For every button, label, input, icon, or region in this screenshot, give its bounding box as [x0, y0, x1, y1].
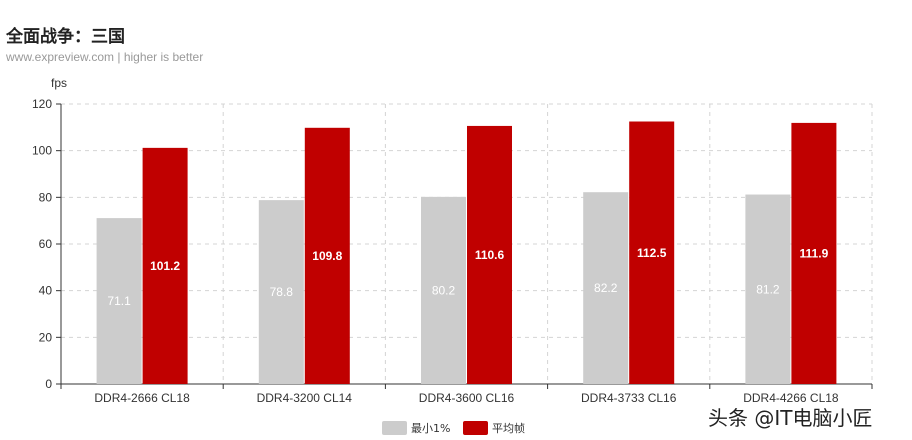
- data-label-min-1pct: 81.2: [756, 282, 780, 296]
- y-tick-label: 40: [39, 284, 53, 298]
- bar-avg-fps: [629, 121, 675, 384]
- y-tick-label: 20: [39, 330, 53, 344]
- x-tick-label: DDR4-3733 CL16: [581, 391, 677, 405]
- y-tick-label: 120: [32, 97, 52, 111]
- bar-min-1pct: [258, 200, 304, 384]
- chart-subtitle: www.expreview.com | higher is better: [6, 50, 204, 64]
- bar-min-1pct: [745, 194, 791, 384]
- y-tick-label: 100: [32, 144, 52, 158]
- y-axis-label: fps: [51, 76, 67, 90]
- data-label-avg-fps: 101.2: [150, 259, 180, 273]
- data-label-avg-fps: 110.6: [475, 248, 505, 262]
- data-label-min-1pct: 80.2: [432, 283, 456, 297]
- legend-swatch-min-1pct: [382, 421, 407, 435]
- legend-label-avg-fps: 平均帧: [492, 421, 525, 435]
- y-tick-label: 0: [45, 377, 52, 391]
- y-tick-label: 80: [39, 190, 53, 204]
- x-tick-label: DDR4-4266 CL18: [743, 391, 839, 405]
- data-label-min-1pct: 71.1: [107, 294, 131, 308]
- x-tick-label: DDR4-3600 CL16: [419, 391, 515, 405]
- data-label-min-1pct: 82.2: [594, 281, 618, 295]
- legend-swatch-avg-fps: [463, 421, 488, 435]
- bar-avg-fps: [467, 125, 512, 384]
- bar-min-1pct: [96, 218, 142, 384]
- x-tick-label: DDR4-2666 CL18: [94, 391, 190, 405]
- legend-label-min-1pct: 最小1%: [411, 422, 450, 435]
- x-tick-label: DDR4-3200 CL14: [257, 391, 353, 405]
- chart-title: 全面战争：三国: [6, 27, 125, 47]
- bar-min-1pct: [583, 192, 629, 384]
- bar-avg-fps: [304, 127, 350, 385]
- data-label-avg-fps: 111.9: [800, 246, 829, 260]
- data-label-avg-fps: 112.5: [637, 246, 667, 260]
- y-tick-label: 60: [39, 237, 53, 251]
- bar-avg-fps: [142, 147, 188, 384]
- bar-avg-fps: [791, 122, 837, 385]
- watermark: 头条 @IT电脑小匠: [708, 406, 873, 430]
- data-label-min-1pct: 78.8: [270, 285, 294, 299]
- data-label-avg-fps: 109.8: [312, 249, 342, 263]
- bar-min-1pct: [421, 196, 466, 384]
